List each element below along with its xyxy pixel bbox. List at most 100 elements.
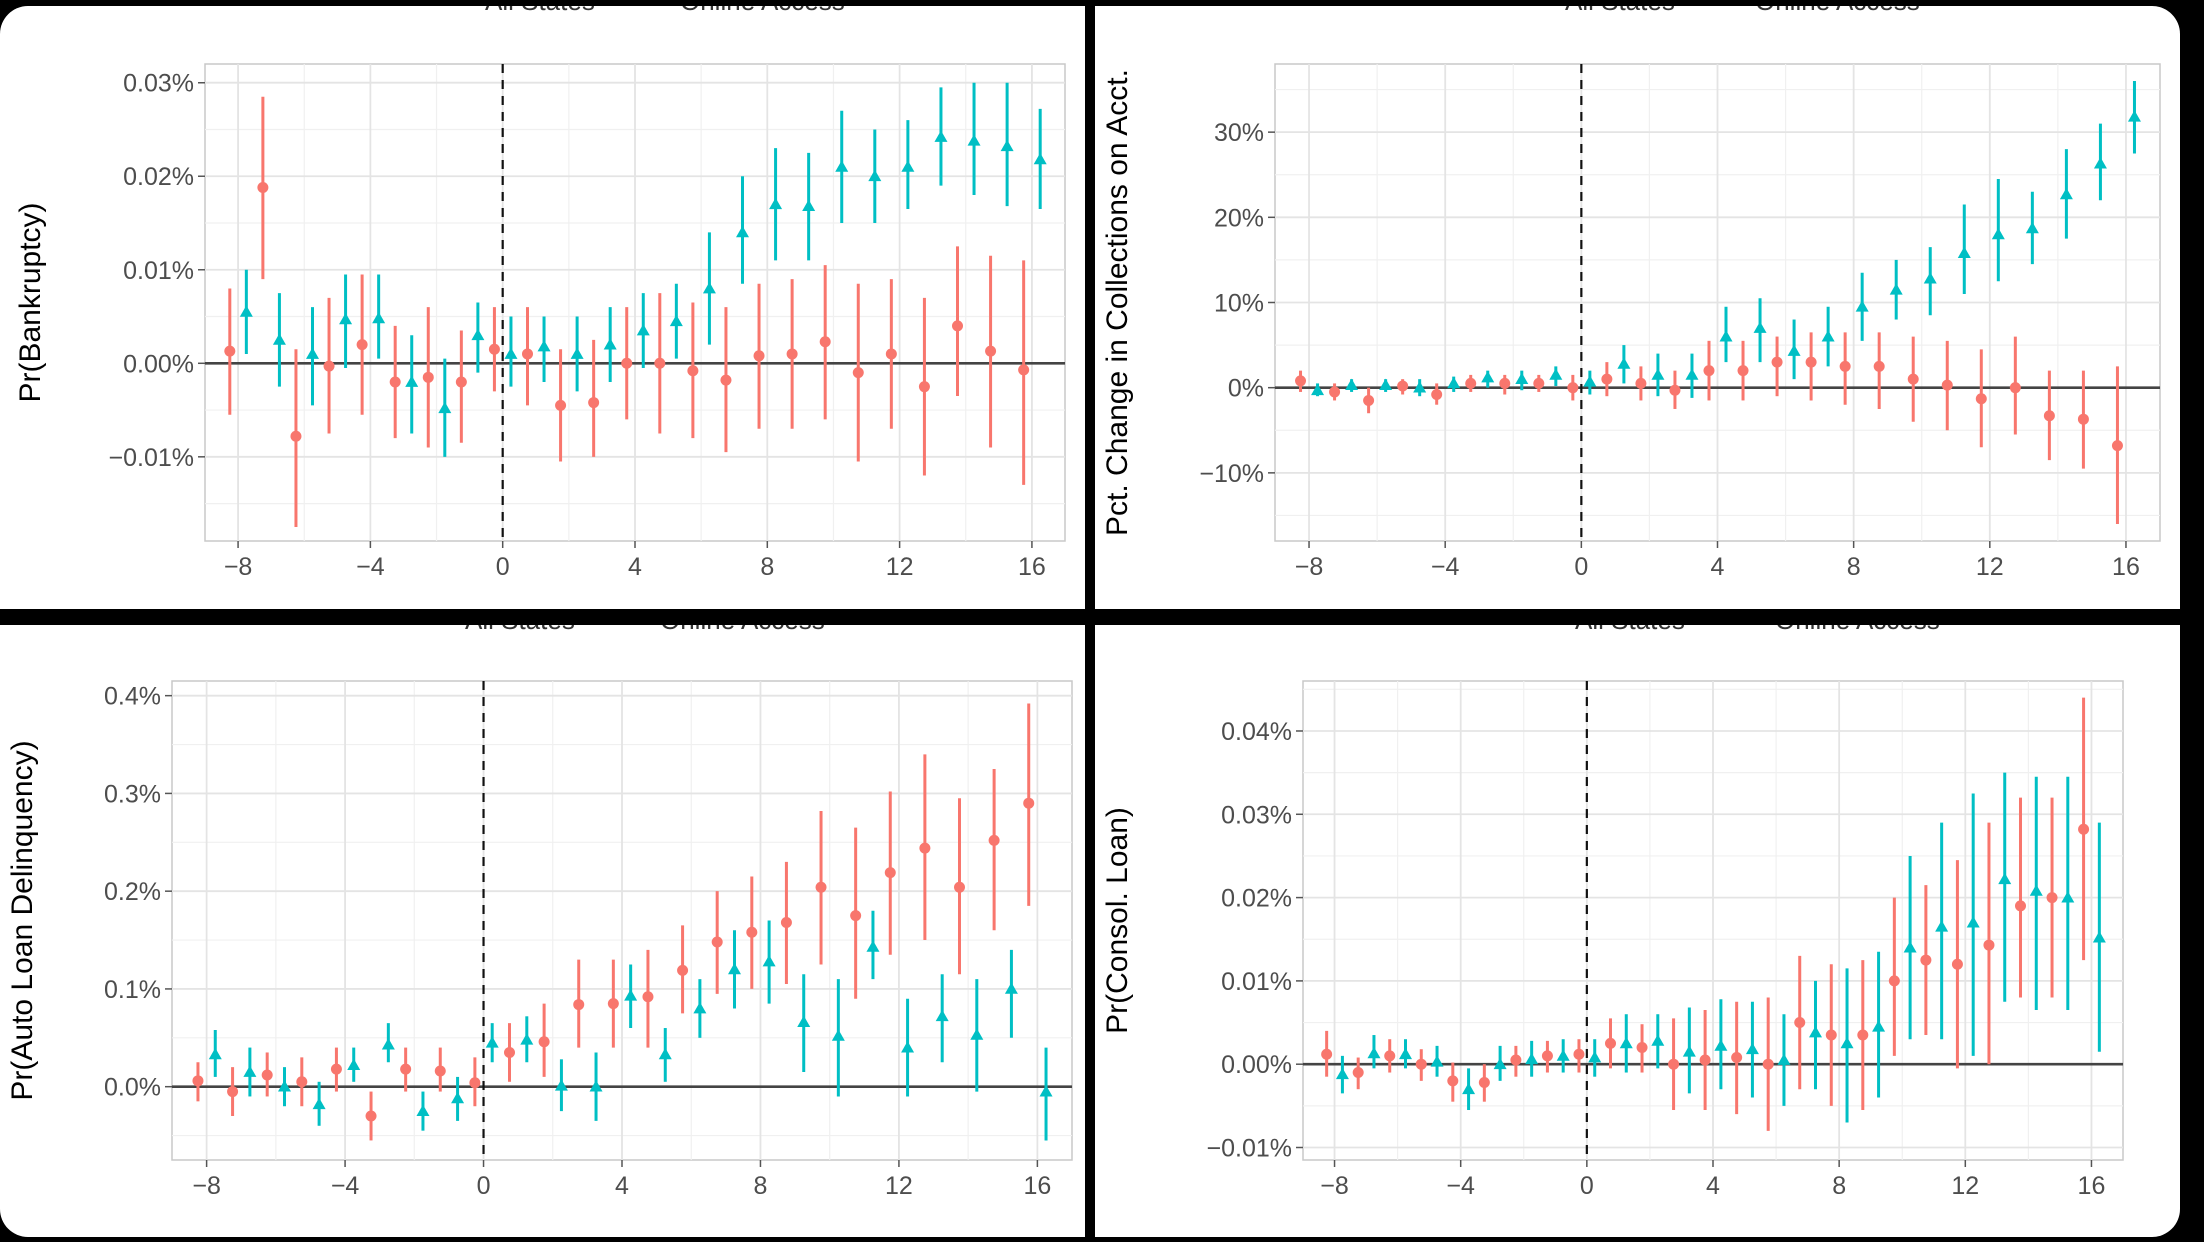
chart-auto-loan: All States Online Access −8 −4 0 4 8 12 16 0.0% 0.… (6, 625, 1073, 1200)
point-all-states (819, 336, 831, 348)
point-all-states (522, 348, 533, 360)
point-all-states (780, 916, 792, 928)
point-online-access (835, 160, 849, 172)
point-all-states (1499, 377, 1511, 389)
point-online-access (669, 314, 683, 327)
point-online-access (1966, 916, 1980, 928)
point-all-states (1873, 360, 1885, 372)
point-online-access (1821, 330, 1835, 342)
point-online-access (306, 347, 319, 359)
point-all-states (985, 345, 997, 357)
panel-consol-loan: All States Online Access −8 −4 0 4 8 12 16 −0.01%… (1095, 625, 2180, 1237)
y-tick-label: −0.01% (1207, 1135, 1293, 1163)
point-online-access (868, 169, 882, 182)
y-tick-label: 0.03% (1221, 801, 1292, 829)
point-online-access (1855, 300, 1869, 312)
point-all-states (885, 348, 897, 360)
point-all-states (400, 1063, 412, 1075)
point-all-states (1975, 393, 1987, 405)
y-tick-label: 0.04% (1221, 718, 1292, 746)
point-all-states (2078, 823, 2090, 835)
x-tick-label: 12 (1951, 1172, 1979, 1200)
x-tick-label: −4 (331, 1172, 360, 1200)
point-online-access (1345, 378, 1359, 390)
y-axis-label: Pr(Auto Loan Delinquency) (6, 740, 39, 1100)
y-tick-label: 0.4% (104, 683, 161, 711)
legend-label-all-states: All States (465, 625, 575, 635)
point-all-states (224, 345, 236, 357)
chart-consol-loan: All States Online Access −8 −4 0 4 8 12 16 −0.01%… (1101, 625, 2124, 1200)
point-all-states (1668, 1058, 1680, 1070)
point-all-states (434, 1065, 446, 1077)
point-all-states (1941, 379, 1953, 391)
x-tick-label: 8 (1847, 553, 1861, 581)
point-online-access (1430, 1055, 1444, 1067)
point-all-states (988, 834, 1000, 846)
point-online-access (935, 1009, 949, 1022)
x-tick-label: 16 (2112, 553, 2140, 581)
point-online-access (537, 339, 551, 352)
point-online-access (702, 281, 716, 294)
point-online-access (1651, 368, 1665, 380)
point-online-access (797, 1015, 811, 1028)
legend-label-online-access: Online Access (660, 625, 825, 635)
point-online-access (1617, 357, 1631, 369)
point-all-states (884, 867, 896, 879)
point-all-states (607, 998, 619, 1010)
point-all-states (1703, 365, 1715, 377)
point-online-access (1685, 368, 1699, 380)
legend-label-all-states: All States (1565, 6, 1675, 16)
point-all-states (753, 350, 765, 362)
point-all-states (365, 1110, 377, 1122)
point-online-access (866, 940, 880, 952)
point-all-states (323, 360, 335, 372)
x-tick-label: 12 (1976, 553, 2004, 581)
point-online-access (239, 305, 253, 317)
legend-label-all-states: All States (1575, 625, 1685, 635)
point-all-states (918, 381, 930, 393)
point-all-states (1635, 377, 1647, 389)
x-tick-label: 8 (1832, 1172, 1846, 1200)
x-tick-label: 4 (1711, 553, 1725, 581)
point-all-states (1431, 388, 1443, 400)
y-tick-label: −10% (1199, 460, 1264, 488)
point-online-access (2029, 884, 2043, 896)
point-online-access (970, 1028, 984, 1040)
point-online-access (520, 1033, 534, 1045)
point-online-access (1379, 378, 1393, 390)
y-tick-label: 10% (1214, 290, 1264, 318)
point-all-states (538, 1036, 550, 1048)
point-online-access (2059, 187, 2073, 200)
point-all-states (2077, 413, 2089, 425)
point-all-states (1983, 939, 1995, 951)
x-tick-label: 12 (886, 553, 914, 581)
point-all-states (642, 991, 654, 1003)
chart-bankruptcy: All States Online Access −8 −4 0 4 8 12 16 −0.01%… (14, 6, 1066, 581)
point-all-states (1737, 365, 1749, 377)
x-tick-label: 0 (1580, 1172, 1594, 1200)
point-online-access (762, 955, 776, 967)
point-all-states (1907, 373, 1919, 385)
y-tick-label: −0.01% (109, 444, 195, 472)
point-all-states (356, 339, 368, 351)
point-online-access (2127, 110, 2141, 122)
point-all-states (852, 367, 864, 379)
point-all-states (746, 926, 758, 938)
point-all-states (1541, 1050, 1553, 1062)
point-online-access (1039, 1085, 1053, 1097)
point-online-access (504, 347, 518, 359)
point-all-states (296, 1076, 308, 1088)
point-online-access (1033, 152, 1047, 165)
y-tick-label: 0.00% (1221, 1051, 1292, 1079)
point-online-access (1413, 381, 1427, 393)
point-all-states (588, 397, 600, 409)
point-online-access (1000, 139, 1014, 152)
point-all-states (1771, 356, 1783, 368)
point-online-access (1399, 1047, 1412, 1060)
chart-collections: All States Online Access −8 −4 0 4 8 12 16 −10% 0%… (1101, 6, 2161, 581)
point-online-access (485, 1036, 499, 1048)
point-online-access (1651, 1034, 1665, 1046)
point-all-states (954, 881, 965, 893)
point-online-access (1493, 1057, 1507, 1070)
